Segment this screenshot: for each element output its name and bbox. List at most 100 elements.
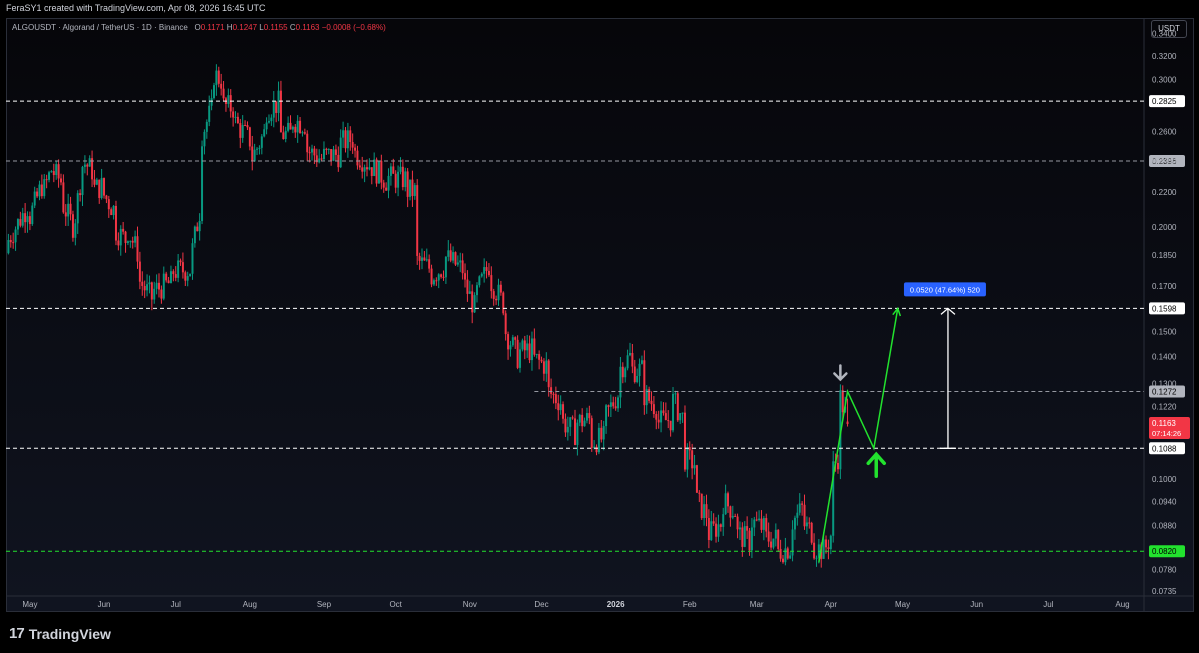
candle-body xyxy=(167,280,170,284)
candle-body xyxy=(507,334,510,350)
candle-body xyxy=(550,387,553,394)
candle-body xyxy=(124,231,127,243)
candle-body xyxy=(146,284,149,291)
price-tick-0.1700: 0.1700 xyxy=(1152,282,1177,291)
candle-body xyxy=(272,101,275,118)
candle-body xyxy=(315,155,318,163)
candle-body xyxy=(595,446,598,453)
currency-unit-button[interactable]: USDT xyxy=(1151,20,1187,38)
candle-body xyxy=(251,146,254,162)
time-tick-Oct: Oct xyxy=(389,600,402,609)
candle-body xyxy=(526,343,529,351)
candle-body xyxy=(628,352,631,356)
candle-body xyxy=(169,271,172,284)
candle-body xyxy=(150,282,153,300)
price-chart[interactable]: 0.2825 0.2396 0.1598 0.1272 0.1088 0.0820 0.11… xyxy=(6,18,1194,612)
price-tick-0.2600: 0.2600 xyxy=(1152,127,1177,136)
candle-body xyxy=(48,172,51,180)
candle-body xyxy=(437,274,440,281)
candle-body xyxy=(712,521,715,524)
candle-body xyxy=(672,393,675,431)
candle-body xyxy=(566,426,569,433)
candle-body xyxy=(832,461,835,536)
candle-body xyxy=(308,152,311,154)
candle-body xyxy=(205,121,208,132)
candle-body xyxy=(552,393,555,395)
candle-body xyxy=(158,282,161,290)
candle-body xyxy=(253,149,256,162)
candle-body xyxy=(7,239,10,254)
price-tick-0.3000: 0.3000 xyxy=(1152,75,1177,84)
candle-body xyxy=(562,404,565,419)
last-price-value: 0.1163 xyxy=(1152,419,1176,428)
candle-body xyxy=(786,548,789,559)
candle-body xyxy=(385,187,388,191)
price-tick-0.2400: 0.2400 xyxy=(1152,156,1177,165)
candle-body xyxy=(282,132,285,140)
candle-body xyxy=(475,285,478,296)
candle-body xyxy=(664,413,667,421)
candle-body xyxy=(478,276,481,286)
candle-body xyxy=(36,191,39,197)
chart-frame xyxy=(6,18,1194,612)
candle-body xyxy=(110,209,113,216)
candle-body xyxy=(815,557,818,559)
candle-body xyxy=(652,404,655,415)
candle-body xyxy=(26,216,29,223)
candle-body xyxy=(69,203,72,215)
candle-body xyxy=(841,390,844,413)
candle-body xyxy=(258,147,261,149)
candle-body xyxy=(57,164,60,179)
candle-body xyxy=(626,355,629,369)
tradingview-brand[interactable]: 17 TradingView xyxy=(9,625,111,642)
candle-body xyxy=(95,179,98,185)
candle-body xyxy=(62,182,65,213)
candle-body xyxy=(177,260,180,278)
candle-body xyxy=(76,193,79,224)
time-tick-Aug: Aug xyxy=(1115,600,1129,609)
candle-body xyxy=(636,376,639,383)
candle-body xyxy=(377,160,380,184)
candle-body xyxy=(198,221,201,232)
candle-body xyxy=(667,420,670,422)
candle-body xyxy=(131,240,134,243)
candle-body xyxy=(540,359,543,362)
green-up-arrow-icon xyxy=(866,451,886,479)
candle-body xyxy=(344,130,347,149)
candle-body xyxy=(789,555,792,559)
level-label-0.2825: 0.2825 xyxy=(1152,97,1177,106)
candle-body xyxy=(487,270,490,276)
candle-body xyxy=(404,171,407,188)
candle-body xyxy=(729,506,732,518)
candle-body xyxy=(38,184,41,197)
candle-body xyxy=(554,394,557,404)
candle-body xyxy=(660,410,663,423)
candle-body xyxy=(612,402,615,407)
candle-body xyxy=(322,148,325,160)
candle-body xyxy=(784,548,787,563)
candle-body xyxy=(585,413,588,421)
candle-body xyxy=(504,313,507,335)
candle-body xyxy=(511,337,514,346)
candle-body xyxy=(686,447,689,470)
time-tick-Nov: Nov xyxy=(463,600,477,609)
candle-body xyxy=(583,420,586,427)
candle-body xyxy=(382,182,385,188)
candle-body xyxy=(263,129,266,137)
candle-body xyxy=(203,131,206,147)
candle-body xyxy=(227,95,230,105)
candle-body xyxy=(40,184,43,197)
level-label-0.0820: 0.0820 xyxy=(1152,547,1177,556)
candle-body xyxy=(473,295,476,313)
candle-body xyxy=(392,166,395,174)
candle-body xyxy=(244,125,247,127)
candle-body xyxy=(370,167,373,177)
candle-body xyxy=(499,284,502,293)
header-credit: FeraSY1 created with TradingView.com, Ap… xyxy=(6,3,266,13)
time-tick-Mar: Mar xyxy=(750,600,764,609)
candle-body xyxy=(750,527,753,551)
header-bar: FeraSY1 created with TradingView.com, Ap… xyxy=(0,0,1199,18)
candle-body xyxy=(765,518,768,532)
candle-body xyxy=(208,105,211,122)
candle-body xyxy=(767,531,770,542)
